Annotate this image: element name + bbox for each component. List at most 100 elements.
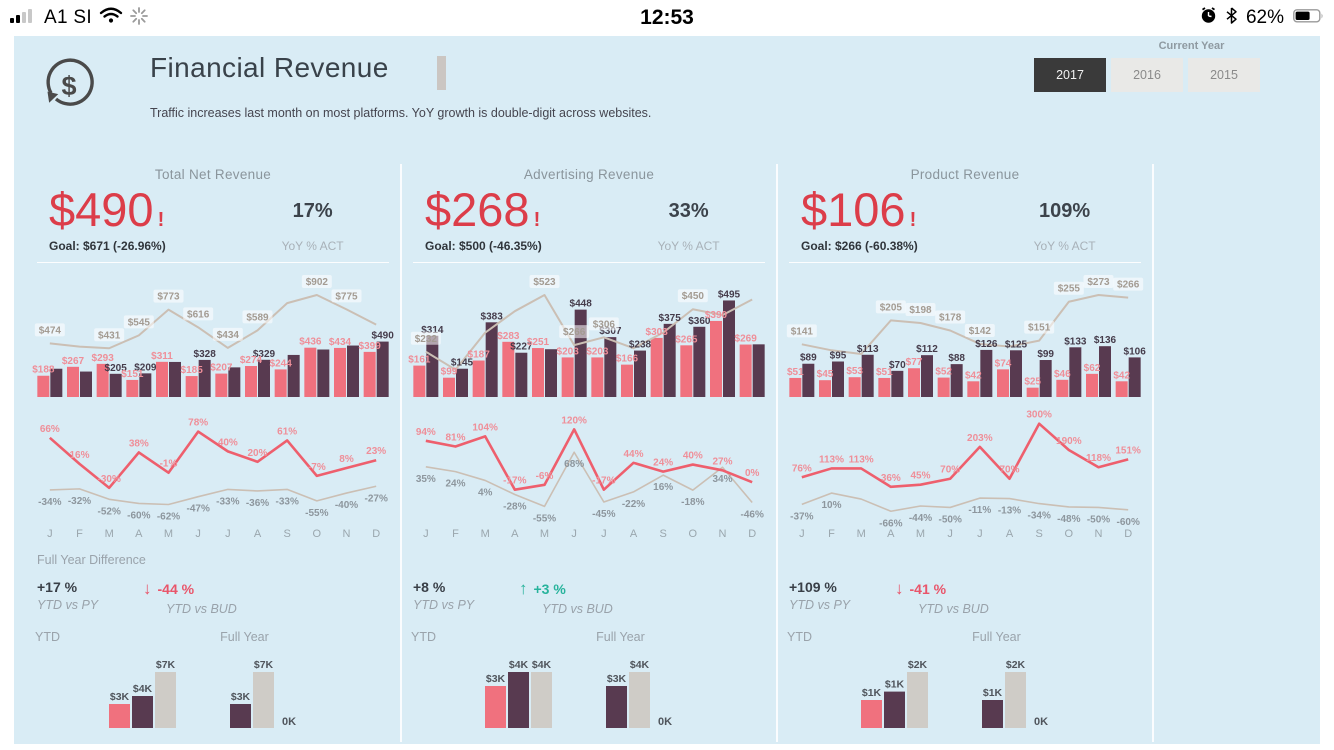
svg-text:16%: 16% <box>69 450 89 461</box>
svg-text:$490: $490 <box>372 331 395 342</box>
full-year-mini-bar-chart[interactable]: $3K $7K 0K <box>228 646 306 734</box>
svg-text:S: S <box>659 528 666 540</box>
svg-text:44%: 44% <box>623 449 643 460</box>
svg-text:$42: $42 <box>1113 370 1130 381</box>
svg-text:68%: 68% <box>564 459 584 470</box>
svg-text:$545: $545 <box>128 317 151 328</box>
svg-text:$306: $306 <box>593 319 616 330</box>
divider <box>413 262 765 263</box>
svg-text:-17%: -17% <box>503 476 526 487</box>
ytd-mini-bar-chart[interactable]: $3K$4K $4K <box>483 646 560 734</box>
svg-text:$523: $523 <box>533 277 556 288</box>
year-button-2015[interactable]: 2015 <box>1188 58 1260 92</box>
svg-text:-6%: -6% <box>536 471 554 482</box>
svg-text:$232: $232 <box>415 334 438 345</box>
svg-text:S: S <box>283 528 290 540</box>
svg-text:$436: $436 <box>299 337 322 348</box>
svg-text:-37%: -37% <box>790 511 813 522</box>
svg-text:$434: $434 <box>217 330 240 341</box>
svg-text:$53: $53 <box>846 366 863 377</box>
svg-text:$46: $46 <box>1054 369 1071 380</box>
svg-text:-46%: -46% <box>740 509 763 520</box>
svg-text:$450: $450 <box>682 291 705 302</box>
kpi-alert-icon: ! <box>533 209 541 231</box>
svg-text:$62: $62 <box>1084 363 1101 374</box>
svg-text:45%: 45% <box>910 471 930 482</box>
svg-text:113%: 113% <box>849 454 874 465</box>
svg-text:$133: $133 <box>1064 336 1087 347</box>
svg-text:O: O <box>313 528 322 540</box>
svg-text:-1%: -1% <box>160 459 178 470</box>
panel-advertising-revenue: Advertising Revenue $268! Goal: $500 (-4… <box>408 164 767 742</box>
svg-text:$360: $360 <box>688 316 711 327</box>
revenue-combo-chart[interactable]: $188 $474 $267 $205$293 $431 $209$151 $545 $311… <box>32 269 394 397</box>
svg-text:94%: 94% <box>416 427 436 438</box>
revenue-combo-chart[interactable]: $89$51$141$95$45$113$53$70$51$205$112$77… <box>786 269 1146 397</box>
svg-text:J: J <box>195 528 201 540</box>
year-button-2017[interactable]: 2017 <box>1034 58 1106 92</box>
divider <box>789 262 1141 263</box>
svg-text:$166: $166 <box>616 354 639 365</box>
svg-text:$151: $151 <box>121 369 144 380</box>
battery-icon <box>1293 8 1324 28</box>
svg-text:$25: $25 <box>1024 377 1041 388</box>
panel-title: Advertising Revenue <box>523 167 655 182</box>
svg-text:$303: $303 <box>646 327 669 338</box>
ytd-mini-bar-chart[interactable]: $3K$4K$7K <box>107 646 184 734</box>
full-year-mini-bar-chart[interactable]: $3K$4K 0K <box>604 646 682 734</box>
goal-text: Goal: $266 (-60.38%) <box>801 238 918 253</box>
revenue-combo-chart[interactable]: $314 $161 $232 $145$99 $383 $187 $227$283 $251 $… <box>408 269 767 397</box>
full-year-label: Full Year <box>972 630 1021 644</box>
svg-text:-34%: -34% <box>1027 511 1050 522</box>
svg-text:38%: 38% <box>129 438 149 449</box>
svg-text:$495: $495 <box>718 289 741 300</box>
svg-text:$185: $185 <box>181 365 204 376</box>
ytd-mini-bar-chart[interactable]: $1K$1K$2K <box>859 646 936 734</box>
svg-text:70%: 70% <box>940 465 960 476</box>
svg-text:-7%: -7% <box>308 462 326 473</box>
yoy-label: YoY % ACT <box>281 239 344 253</box>
svg-text:16%: 16% <box>653 482 673 493</box>
yoy-percent-line-chart[interactable]: 76% -37% 113% 10% 113% 36% -66% 45% -44% 70% -50% 2… <box>787 410 1143 530</box>
svg-text:$3K: $3K <box>110 691 130 703</box>
yoy-percent-line-chart[interactable]: 94% 35% 81% 24% 104% 4% -17% -28% -6% -55% 120% 68%… <box>411 415 767 524</box>
year-button-2016[interactable]: 2016 <box>1111 58 1183 92</box>
svg-text:$448: $448 <box>570 299 593 310</box>
page-subtitle: Traffic increases last month on most pla… <box>150 106 652 120</box>
svg-text:-40%: -40% <box>335 500 358 511</box>
full-year-label: Full Year <box>220 630 269 644</box>
svg-text:27%: 27% <box>712 456 732 467</box>
svg-text:$3K: $3K <box>231 691 251 703</box>
svg-text:$99: $99 <box>1037 349 1054 360</box>
svg-text:J: J <box>571 528 577 540</box>
ytd-label: YTD <box>787 630 812 644</box>
full-year-difference-heading: Full Year Difference <box>37 553 146 567</box>
svg-text:J: J <box>601 528 607 540</box>
svg-text:$251: $251 <box>527 337 550 348</box>
svg-text:40%: 40% <box>683 451 703 462</box>
svg-text:0%: 0% <box>745 468 760 479</box>
svg-text:$266: $266 <box>1117 280 1140 291</box>
svg-text:J: J <box>423 528 429 540</box>
svg-text:$77: $77 <box>906 357 923 368</box>
full-year-mini-bar-chart[interactable]: $1K $2K 0K <box>980 646 1058 734</box>
text-cursor-bar <box>436 56 446 90</box>
svg-text:$431: $431 <box>98 330 121 341</box>
svg-text:$434: $434 <box>329 337 352 348</box>
svg-text:61%: 61% <box>277 426 297 437</box>
svg-text:J: J <box>977 528 983 540</box>
yoy-percent-line-chart[interactable]: 66% -34% 16% -32% -30% -52% 38% -60% -1% -62% 78% -… <box>35 417 391 523</box>
svg-text:$266: $266 <box>563 327 586 338</box>
yoy-value: 109% <box>1039 200 1091 222</box>
svg-text:-52%: -52% <box>97 506 120 517</box>
svg-text:F: F <box>452 528 459 540</box>
refresh-dollar-icon: $ <box>40 56 98 119</box>
panel-separator <box>1152 164 1154 742</box>
svg-text:O: O <box>689 528 698 540</box>
svg-text:$1K: $1K <box>983 687 1003 699</box>
svg-text:O: O <box>1065 528 1074 540</box>
svg-text:$589: $589 <box>246 312 269 323</box>
svg-text:J: J <box>47 528 53 540</box>
svg-text:24%: 24% <box>445 479 465 490</box>
